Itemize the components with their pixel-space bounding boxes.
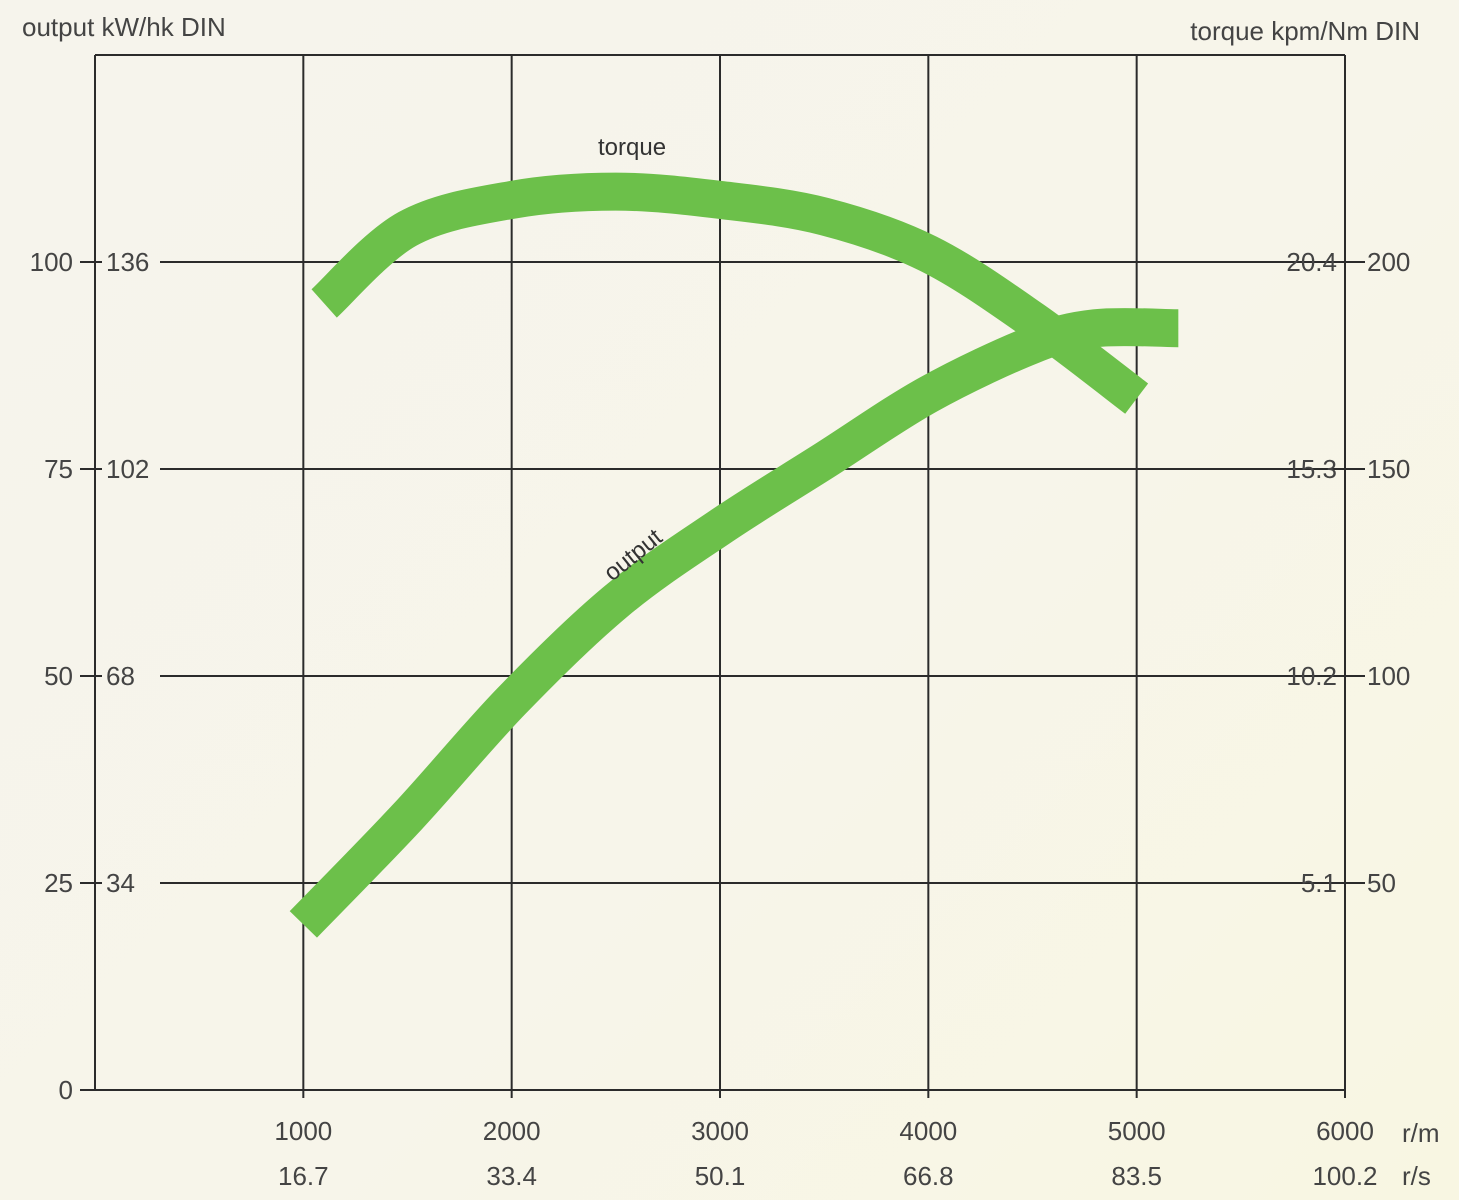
left-tick-hk-label: 68 (106, 661, 135, 691)
torque-curve-label: torque (598, 134, 666, 161)
right-tick-nm-label: 200 (1367, 247, 1410, 277)
right-tick-kpm-label: 20.4 (1286, 247, 1337, 277)
right-tick-nm-label: 150 (1367, 454, 1410, 484)
right-tick-nm-label: 100 (1367, 661, 1410, 691)
x-tick-rps-label: 50.1 (695, 1161, 746, 1191)
left-tick-kw-label: 50 (44, 661, 73, 691)
x-tick-rpm-label: 6000 (1316, 1116, 1374, 1146)
right-tick-nm-label: 50 (1367, 868, 1396, 898)
left-tick-kw-label: 75 (44, 454, 73, 484)
x-tick-rps-label: 33.4 (486, 1161, 537, 1191)
x-unit-rps-label: r/s (1402, 1161, 1431, 1191)
x-tick-rps-label: 83.5 (1111, 1161, 1162, 1191)
x-tick-rpm-label: 1000 (274, 1116, 332, 1146)
right-tick-kpm-label: 10.2 (1286, 661, 1337, 691)
left-axis-title: output kW/hk DIN (22, 12, 226, 42)
left-tick-hk-label: 34 (106, 868, 135, 898)
output-curve (289, 308, 1179, 938)
left-tick-kw-label: 25 (44, 868, 73, 898)
left-tick-hk-label: 136 (106, 247, 149, 277)
x-tick-rpm-label: 2000 (483, 1116, 541, 1146)
chart-labels: output kW/hk DIN torque kpm/Nm DIN (22, 12, 1420, 46)
right-tick-kpm-label: 15.3 (1286, 454, 1337, 484)
left-tick-kw-label: 0 (59, 1075, 73, 1105)
right-tick-kpm-label: 5.1 (1301, 868, 1337, 898)
x-tick-rps-label: 66.8 (903, 1161, 954, 1191)
right-axis-title: torque kpm/Nm DIN (1190, 16, 1420, 46)
x-tick-rpm-label: 3000 (691, 1116, 749, 1146)
left-tick-kw-label: 100 (30, 247, 73, 277)
x-unit-rpm-label: r/m (1402, 1118, 1440, 1148)
x-tick-rps-label: 16.7 (278, 1161, 329, 1191)
left-tick-hk-label: 102 (106, 454, 149, 484)
x-tick-rpm-label: 4000 (899, 1116, 957, 1146)
x-tick-rps-label: 100.2 (1312, 1161, 1377, 1191)
torque-curve (311, 172, 1149, 414)
x-tick-rpm-label: 5000 (1108, 1116, 1166, 1146)
chart-ticks: 100016.7200033.4300050.1400066.8500083.5… (30, 247, 1440, 1191)
